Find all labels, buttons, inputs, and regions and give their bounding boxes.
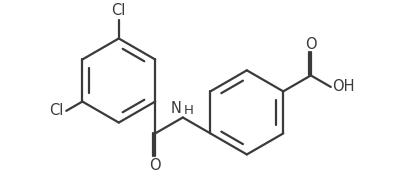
Text: H: H <box>184 104 194 117</box>
Text: O: O <box>150 158 161 173</box>
Text: OH: OH <box>332 79 355 95</box>
Text: Cl: Cl <box>49 103 63 118</box>
Text: Cl: Cl <box>112 3 126 18</box>
Text: O: O <box>305 37 317 52</box>
Text: N: N <box>170 101 181 116</box>
